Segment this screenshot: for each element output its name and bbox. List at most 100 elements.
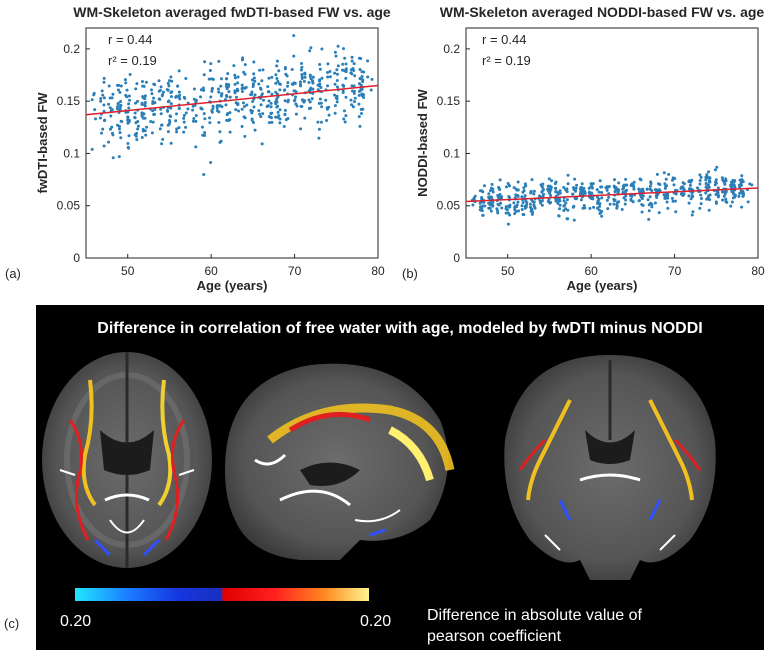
- chart-a-ylabel: fwDTI-based FW: [35, 92, 50, 194]
- chart-a-point: [158, 88, 162, 92]
- chart-a-point: [207, 77, 211, 81]
- chart-a-point: [327, 113, 331, 117]
- chart-a-point: [262, 98, 266, 102]
- chart-b-point: [563, 203, 567, 207]
- chart-a-point: [350, 103, 354, 107]
- chart-a-xtick-label: 70: [288, 264, 302, 278]
- chart-b-point: [730, 200, 734, 204]
- chart-b-point: [547, 197, 551, 201]
- chart-a-point: [215, 104, 219, 108]
- chart-a-point: [200, 107, 204, 111]
- chart-a-point: [218, 130, 222, 134]
- chart-a-point: [153, 112, 157, 116]
- chart-a-point: [251, 99, 255, 103]
- chart-a-point: [240, 83, 244, 87]
- chart-a-point: [353, 74, 357, 78]
- sagittal-slice-image: [225, 363, 455, 560]
- chart-a-point: [352, 68, 356, 72]
- chart-a-point: [275, 77, 279, 81]
- chart-a-point: [108, 106, 112, 110]
- chart-b-point: [724, 197, 728, 201]
- chart-a-r: r = 0.44: [108, 32, 152, 47]
- chart-b-point: [481, 213, 485, 217]
- chart-a-point: [370, 77, 374, 81]
- chart-a-point: [326, 70, 330, 74]
- chart-a-point: [140, 113, 144, 117]
- chart-b-point: [590, 184, 594, 188]
- chart-b-point: [657, 211, 661, 215]
- chart-b-point: [714, 192, 718, 196]
- chart-a-point: [110, 125, 114, 129]
- chart-b-point: [663, 182, 667, 186]
- chart-b-point: [639, 178, 643, 182]
- chart-b-point: [730, 185, 734, 189]
- chart-b-point: [549, 185, 553, 189]
- chart-b-point: [592, 205, 596, 209]
- chart-a-point: [119, 84, 123, 88]
- chart-b-point: [650, 189, 654, 193]
- chart-b-point: [530, 212, 534, 216]
- chart-a-point: [149, 88, 153, 92]
- chart-a-point: [182, 120, 186, 124]
- chart-a-point: [351, 105, 355, 109]
- chart-a-point: [300, 61, 304, 65]
- chart-a-point: [118, 90, 122, 94]
- chart-a-point: [360, 112, 364, 116]
- chart-b-ytick-label: 0.15: [437, 94, 461, 108]
- chart-b-point: [698, 173, 702, 177]
- chart-a-point: [166, 123, 170, 127]
- chart-b-point: [666, 194, 670, 198]
- chart-b-point: [598, 179, 602, 183]
- chart-b-point: [566, 182, 570, 186]
- chart-b-point: [491, 200, 495, 204]
- chart-b-point: [714, 178, 718, 182]
- chart-a-point: [118, 107, 122, 111]
- chart-a-point: [284, 118, 288, 122]
- chart-a-point: [275, 105, 279, 109]
- chart-b-title: WM-Skeleton averaged NODDI-based FW vs. …: [440, 4, 765, 20]
- chart-b-point: [707, 180, 711, 184]
- chart-b-point: [600, 191, 604, 195]
- chart-a-point: [110, 96, 114, 100]
- chart-a-point: [177, 90, 181, 94]
- chart-a-point: [169, 106, 173, 110]
- chart-a-point: [319, 120, 323, 124]
- chart-b-point: [507, 194, 511, 198]
- chart-a-point: [258, 68, 262, 72]
- chart-a-point: [144, 80, 148, 84]
- chart-a-point: [250, 118, 254, 122]
- chart-a-point: [243, 134, 247, 138]
- chart-b-point: [655, 194, 659, 198]
- chart-b-point: [496, 211, 500, 215]
- chart-a-point: [125, 88, 129, 92]
- chart-a-point: [102, 80, 106, 84]
- chart-a-point: [116, 101, 120, 105]
- chart-a-point: [233, 76, 237, 80]
- chart-a-point: [159, 112, 163, 116]
- chart-a-point: [100, 89, 104, 93]
- chart-b-point: [631, 200, 635, 204]
- chart-a-point: [253, 93, 257, 97]
- chart-a-point: [300, 65, 304, 69]
- chart-b-point: [507, 204, 511, 208]
- chart-a-point: [119, 100, 123, 104]
- chart-a-point: [333, 71, 337, 75]
- chart-a-point: [270, 111, 274, 115]
- chart-a-point: [141, 95, 145, 99]
- chart-a-point: [175, 127, 179, 131]
- chart-b-point: [542, 192, 546, 196]
- chart-b-point: [600, 214, 604, 218]
- chart-b-point: [655, 189, 659, 193]
- chart-a-point: [309, 87, 313, 91]
- chart-a-point: [192, 116, 196, 120]
- chart-a-point: [133, 111, 137, 115]
- chart-b-point: [521, 201, 525, 205]
- chart-b-point: [516, 200, 520, 204]
- chart-b-point: [696, 186, 700, 190]
- chart-b-ytick-label: 0.05: [437, 199, 461, 213]
- chart-a-point: [252, 105, 256, 109]
- chart-b-point: [588, 206, 592, 210]
- chart-b-ytick-label: 0.1: [443, 146, 460, 160]
- chart-a-point: [253, 79, 257, 83]
